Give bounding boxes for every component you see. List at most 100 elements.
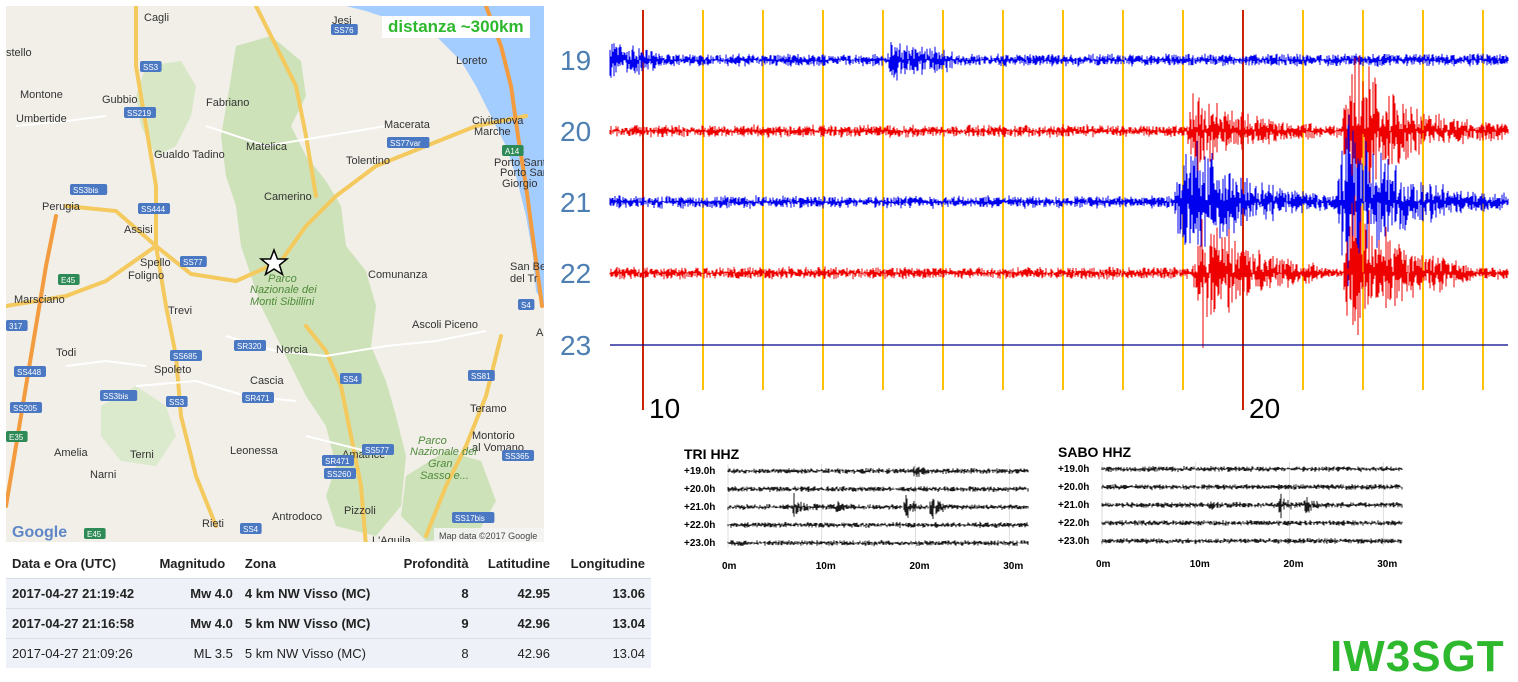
map-place-label: Civitanova bbox=[472, 115, 524, 127]
map-place-label: Parco bbox=[268, 273, 297, 285]
map-place-label: Trevi bbox=[168, 305, 192, 317]
epicenter-map[interactable]: Cagli Jesi stello Loreto Montone Gubbio Fabria… bbox=[6, 6, 544, 542]
cell-latitude: 42.96 bbox=[474, 638, 557, 668]
road-label: SS260 bbox=[327, 470, 352, 479]
table-header-row: Data e Ora (UTC) Magnitudo Zona Profondi… bbox=[6, 548, 651, 579]
map-place-label: Teramo bbox=[470, 403, 507, 415]
col-zone-header[interactable]: Zona bbox=[244, 555, 276, 571]
road-label: SS444 bbox=[141, 205, 166, 214]
helicorder-trace bbox=[727, 486, 1029, 492]
map-place-label: Nazionale del bbox=[410, 446, 477, 458]
road-shield-icon bbox=[502, 450, 534, 461]
map-place-label: Porto San bbox=[500, 167, 544, 179]
col-latitude-header[interactable]: Latitudine bbox=[487, 555, 551, 571]
cell-zone: 4 km NW Visso (MC) bbox=[238, 578, 390, 609]
hour-label: 22 bbox=[560, 258, 591, 289]
minute-label: 20 bbox=[1249, 393, 1280, 424]
road-label: SS448 bbox=[17, 368, 42, 377]
helicorder-trace bbox=[1101, 493, 1403, 519]
road-label: SS3bis bbox=[103, 392, 128, 401]
road-shield-icon bbox=[10, 402, 42, 413]
map-place-label: Amelia bbox=[54, 447, 89, 459]
road-label: SS77var bbox=[390, 139, 421, 148]
map-place-label: Norcia bbox=[276, 344, 309, 356]
map-place-label: Camerino bbox=[264, 191, 312, 203]
cell-longitude: 13.06 bbox=[556, 578, 651, 609]
map-place-label: Marsciano bbox=[14, 294, 65, 306]
map-place-label: Gubbio bbox=[102, 94, 137, 106]
cell-depth: 8 bbox=[389, 638, 475, 668]
helicorder-x-tick: 20m bbox=[910, 561, 930, 572]
map-place-label: Marche bbox=[474, 126, 511, 138]
cell-magnitude: ML 3.5 bbox=[153, 638, 239, 668]
helicorder-trace bbox=[727, 492, 1029, 519]
table-row[interactable]: 2017-04-27 21:09:26 ML 3.5 5 km NW Visso… bbox=[6, 638, 651, 668]
col-longitude-header[interactable]: Longitudine bbox=[570, 555, 645, 571]
map-place-label: L'Aquila bbox=[372, 535, 412, 542]
map-place-label: Foligno bbox=[128, 270, 164, 282]
map-place-label: Antrodoco bbox=[272, 511, 322, 523]
map-place-label: Spello bbox=[140, 257, 171, 269]
road-shield-icon bbox=[452, 512, 495, 523]
map-place-label: Terni bbox=[130, 449, 154, 461]
map-place-label: stello bbox=[6, 47, 32, 59]
map-place-label: Loreto bbox=[456, 55, 487, 67]
helicorder-trace bbox=[1101, 538, 1403, 544]
helicorder-row-label: +19.0h bbox=[684, 466, 715, 477]
cell-datetime: 2017-04-27 21:09:26 bbox=[6, 638, 154, 668]
col-magnitude-header[interactable]: Magnitudo bbox=[159, 555, 226, 571]
hour-label: 23 bbox=[560, 330, 591, 361]
helicorder-row-label: +23.0h bbox=[1058, 536, 1089, 547]
drum-seismogram: 10 20 19 20 21 22 23 bbox=[560, 10, 1509, 424]
seismic-trace bbox=[609, 55, 1509, 188]
helicorder-x-tick: 0m bbox=[722, 561, 737, 572]
road-shield-icon bbox=[58, 274, 80, 285]
road-label: SS77 bbox=[183, 258, 203, 267]
road-label: SS3bis bbox=[73, 186, 98, 195]
map-place-label: Gran bbox=[428, 458, 452, 470]
road-shield-icon bbox=[322, 455, 354, 466]
road-label: SS17bis bbox=[455, 514, 485, 523]
map-place-label: Montorio bbox=[472, 430, 515, 442]
map-place-label: Umbertide bbox=[16, 113, 67, 125]
cell-latitude: 42.95 bbox=[474, 578, 557, 609]
table-row[interactable]: 2017-04-27 21:16:58 Mw 4.0 5 km NW Visso… bbox=[6, 608, 651, 639]
road-shield-icon bbox=[124, 107, 156, 118]
cell-datetime: 2017-04-27 21:19:42 bbox=[6, 578, 154, 609]
seismic-trace bbox=[609, 42, 1509, 81]
road-shield-icon bbox=[387, 137, 430, 148]
map-place-label: Monti Sibillini bbox=[250, 296, 315, 308]
helicorder-trace bbox=[1101, 465, 1403, 473]
map-place-label: Giorgio bbox=[502, 178, 537, 190]
road-shield-icon bbox=[502, 145, 524, 156]
road-label: E45 bbox=[87, 530, 102, 539]
road-label: SS365 bbox=[505, 452, 530, 461]
sabo-hhz-helicorder: SABO HHZ +19.0h +20.0h +21.0h +22.0h +23.0h 0m… bbox=[1058, 444, 1403, 570]
map-place-label: Comunanza bbox=[368, 269, 428, 281]
road-shield-icon bbox=[166, 396, 188, 407]
cell-magnitude: Mw 4.0 bbox=[153, 608, 239, 639]
map-place-label: Narni bbox=[90, 469, 116, 481]
road-label: SS3 bbox=[169, 398, 185, 407]
road-shield-icon bbox=[138, 203, 170, 214]
cell-depth: 8 bbox=[389, 578, 475, 609]
road-label: SR471 bbox=[245, 394, 270, 403]
hour-label: 20 bbox=[560, 116, 591, 147]
cell-zone: 5 km NW Visso (MC) bbox=[238, 638, 390, 668]
table-row[interactable]: 2017-04-27 21:19:42 Mw 4.0 4 km NW Visso… bbox=[6, 578, 651, 609]
map-place-label: Ascoli Piceno bbox=[412, 319, 478, 331]
road-label: E45 bbox=[61, 276, 76, 285]
col-depth-header[interactable]: Profondità bbox=[403, 555, 469, 571]
road-shield-icon bbox=[100, 390, 138, 401]
road-shield-icon bbox=[324, 468, 356, 479]
col-datetime-header[interactable]: Data e Ora (UTC) bbox=[12, 555, 117, 571]
road-label: S4 bbox=[521, 301, 531, 310]
map-place-label: Perugia bbox=[42, 201, 81, 213]
road-shield-icon bbox=[84, 528, 106, 539]
road-shield-icon bbox=[6, 431, 28, 442]
road-shield-icon bbox=[468, 370, 495, 381]
map-place-label: Todi bbox=[56, 347, 76, 359]
helicorder-title: SABO HHZ bbox=[1058, 444, 1132, 460]
cell-zone: 5 km NW Visso (MC) bbox=[238, 608, 390, 639]
